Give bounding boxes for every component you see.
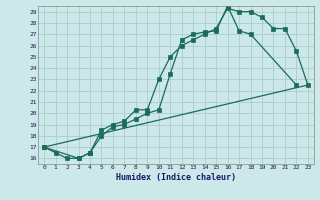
X-axis label: Humidex (Indice chaleur): Humidex (Indice chaleur) <box>116 173 236 182</box>
